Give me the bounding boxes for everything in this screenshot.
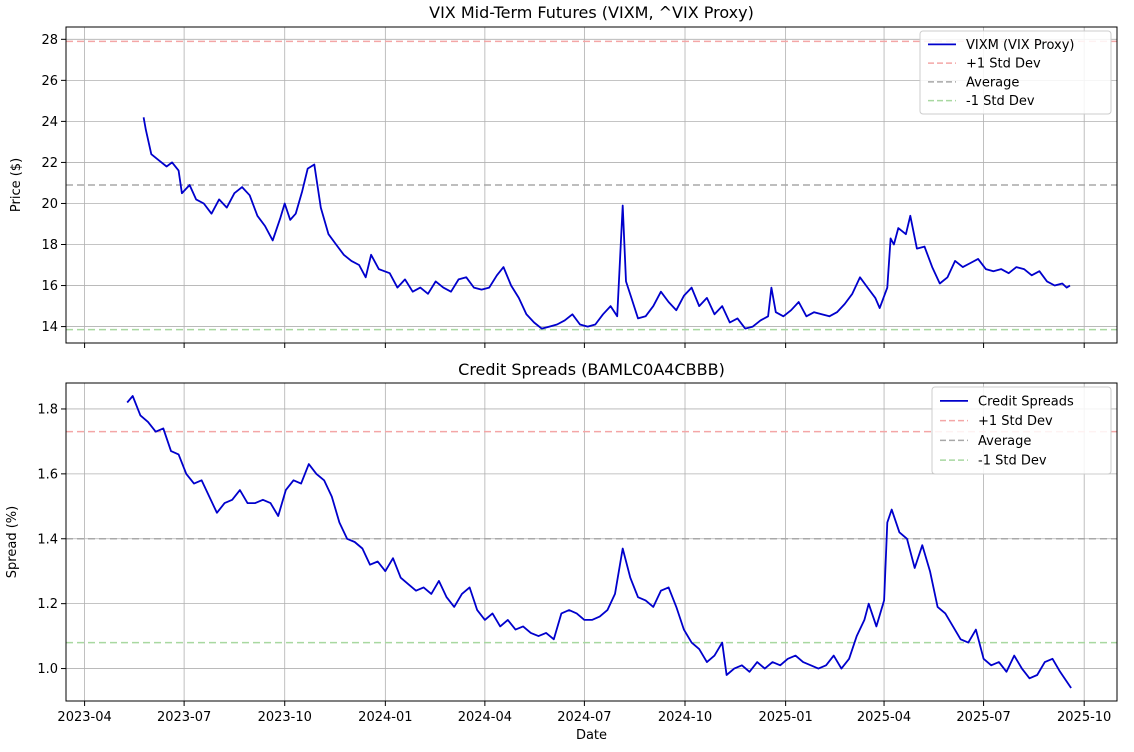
y-axis-label: Spread (%) bbox=[5, 506, 20, 578]
y-axis-label: Price ($) bbox=[9, 158, 24, 212]
y-tick-label: 16 bbox=[41, 279, 58, 294]
x-axis-label: Date bbox=[576, 728, 607, 743]
chart-title: Credit Spreads (BAMLC0A4CBBB) bbox=[458, 360, 725, 379]
x-tick-label: 2023-10 bbox=[258, 710, 312, 725]
x-tick-label: 2025-01 bbox=[758, 710, 812, 725]
chart-title: VIX Mid-Term Futures (VIXM, ^VIX Proxy) bbox=[429, 3, 754, 22]
y-tick-label: 28 bbox=[41, 33, 58, 48]
legend-label: Credit Spreads bbox=[978, 394, 1074, 409]
x-tick-label: 2023-04 bbox=[57, 710, 111, 725]
y-tick-label: 20 bbox=[41, 197, 58, 212]
x-tick-label: 2024-04 bbox=[458, 710, 512, 725]
x-tick-label: 2025-07 bbox=[956, 710, 1010, 725]
legend-label: Average bbox=[978, 434, 1031, 449]
legend-label: Average bbox=[966, 75, 1019, 90]
y-tick-label: 1.6 bbox=[37, 467, 58, 482]
y-tick-label: 24 bbox=[41, 115, 58, 130]
x-tick-label: 2023-07 bbox=[157, 710, 211, 725]
legend-box bbox=[931, 386, 1112, 475]
legend-label: -1 Std Dev bbox=[978, 454, 1047, 469]
y-tick-label: 14 bbox=[41, 320, 58, 335]
credit-spreads-chart: 1.0 1.2 1.4 1.6 1.8 2023-04 2023-07 2023-10 2024… bbox=[5, 360, 1118, 743]
legend-label: -1 Std Dev bbox=[966, 94, 1035, 109]
legend: VIXM (VIX Proxy) +1 Std Dev Average -1 Std … bbox=[919, 30, 1112, 115]
legend-label: +1 Std Dev bbox=[978, 414, 1053, 429]
y-tick-label: 1.8 bbox=[37, 402, 58, 417]
plot-frame bbox=[65, 382, 1118, 702]
series-line bbox=[126, 395, 1072, 689]
x-tick-label: 2025-10 bbox=[1057, 710, 1111, 725]
legend-box bbox=[919, 30, 1112, 115]
plot-frame bbox=[65, 26, 1118, 344]
grid bbox=[66, 27, 1117, 343]
y-tick-label: 26 bbox=[41, 74, 58, 89]
legend-label: +1 Std Dev bbox=[966, 57, 1041, 72]
x-tick-label: 2024-10 bbox=[658, 710, 712, 725]
x-tick-label: 2024-01 bbox=[358, 710, 412, 725]
x-tick-label: 2025-04 bbox=[857, 710, 911, 725]
y-tick-label: 1.0 bbox=[37, 662, 58, 677]
legend-label: VIXM (VIX Proxy) bbox=[966, 38, 1075, 53]
legend: Credit Spreads +1 Std Dev Average -1 Std De… bbox=[931, 386, 1112, 475]
series-line bbox=[142, 117, 1071, 330]
x-tick-label: 2024-07 bbox=[557, 710, 611, 725]
y-tick-label: 1.4 bbox=[37, 532, 58, 547]
y-tick-label: 1.2 bbox=[37, 597, 58, 612]
y-tick-label: 18 bbox=[41, 238, 58, 253]
y-tick-label: 22 bbox=[41, 156, 58, 171]
vix-chart: 14 16 18 20 22 24 26 28 VIX Mid-Term Futures (VI… bbox=[9, 3, 1118, 348]
